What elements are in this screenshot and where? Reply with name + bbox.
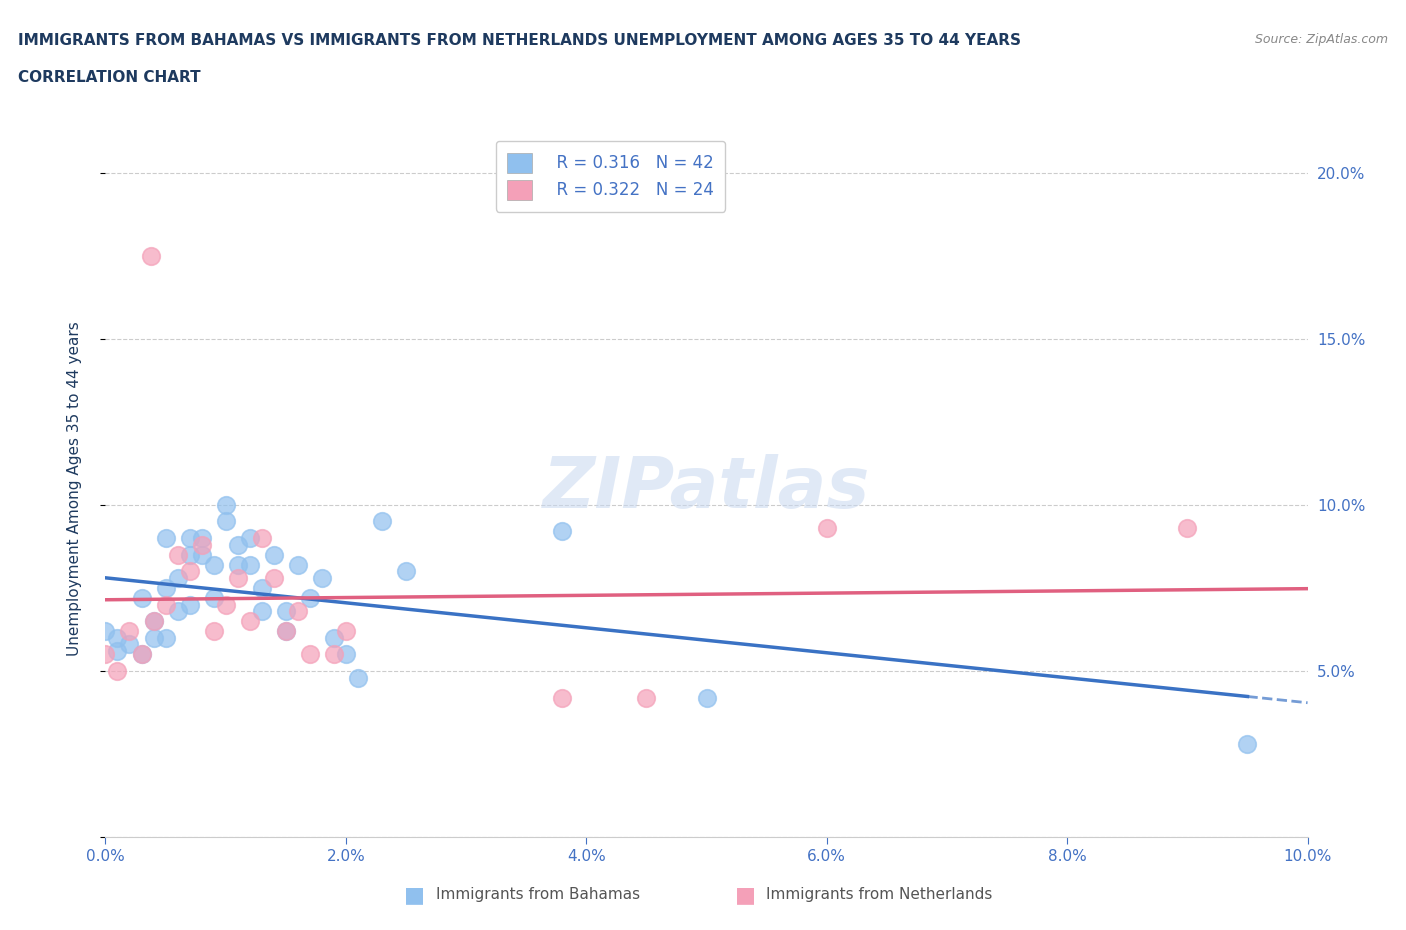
Point bbox=[395, 564, 418, 578]
Point bbox=[118, 624, 141, 639]
Point bbox=[179, 597, 201, 612]
Point bbox=[94, 624, 117, 639]
Point bbox=[107, 631, 129, 645]
Point bbox=[214, 514, 236, 529]
Point bbox=[179, 531, 201, 546]
Point bbox=[371, 514, 394, 529]
Point bbox=[696, 690, 718, 705]
Point bbox=[131, 647, 153, 662]
Point bbox=[226, 538, 249, 552]
Point bbox=[202, 557, 225, 572]
Point bbox=[815, 521, 838, 536]
Point bbox=[263, 570, 285, 585]
Point bbox=[298, 591, 321, 605]
Point bbox=[1236, 737, 1258, 751]
Text: ■: ■ bbox=[405, 884, 425, 905]
Point bbox=[118, 637, 141, 652]
Point bbox=[551, 524, 574, 538]
Point bbox=[298, 647, 321, 662]
Point bbox=[179, 547, 201, 562]
Point bbox=[335, 624, 357, 639]
Point bbox=[139, 248, 162, 263]
Point bbox=[274, 624, 297, 639]
Text: IMMIGRANTS FROM BAHAMAS VS IMMIGRANTS FROM NETHERLANDS UNEMPLOYMENT AMONG AGES 3: IMMIGRANTS FROM BAHAMAS VS IMMIGRANTS FR… bbox=[18, 33, 1021, 47]
Point bbox=[239, 557, 262, 572]
Point bbox=[250, 531, 273, 546]
Point bbox=[166, 604, 188, 618]
Point bbox=[287, 557, 309, 572]
Legend:   R = 0.316   N = 42,   R = 0.322   N = 24: R = 0.316 N = 42, R = 0.322 N = 24 bbox=[495, 140, 725, 211]
Point bbox=[287, 604, 309, 618]
Y-axis label: Unemployment Among Ages 35 to 44 years: Unemployment Among Ages 35 to 44 years bbox=[67, 321, 82, 656]
Point bbox=[214, 498, 236, 512]
Text: Source: ZipAtlas.com: Source: ZipAtlas.com bbox=[1254, 33, 1388, 46]
Point bbox=[179, 564, 201, 578]
Point bbox=[202, 591, 225, 605]
Point bbox=[190, 547, 212, 562]
Point bbox=[226, 570, 249, 585]
Point bbox=[142, 631, 165, 645]
Text: Immigrants from Bahamas: Immigrants from Bahamas bbox=[436, 887, 640, 902]
Point bbox=[322, 631, 344, 645]
Point bbox=[347, 671, 370, 685]
Point bbox=[155, 580, 177, 595]
Point bbox=[274, 624, 297, 639]
Point bbox=[190, 531, 212, 546]
Point bbox=[636, 690, 658, 705]
Point bbox=[214, 597, 236, 612]
Point bbox=[202, 624, 225, 639]
Point bbox=[250, 580, 273, 595]
Point bbox=[335, 647, 357, 662]
Text: Immigrants from Netherlands: Immigrants from Netherlands bbox=[766, 887, 993, 902]
Point bbox=[155, 631, 177, 645]
Point bbox=[551, 690, 574, 705]
Point bbox=[239, 531, 262, 546]
Text: CORRELATION CHART: CORRELATION CHART bbox=[18, 70, 201, 85]
Point bbox=[226, 557, 249, 572]
Text: ■: ■ bbox=[735, 884, 755, 905]
Point bbox=[131, 591, 153, 605]
Point bbox=[166, 570, 188, 585]
Point bbox=[142, 614, 165, 629]
Point bbox=[250, 604, 273, 618]
Point bbox=[263, 547, 285, 562]
Point bbox=[94, 647, 117, 662]
Point bbox=[166, 547, 188, 562]
Point bbox=[131, 647, 153, 662]
Text: ZIPatlas: ZIPatlas bbox=[543, 454, 870, 523]
Point bbox=[322, 647, 344, 662]
Point bbox=[107, 663, 129, 678]
Point bbox=[311, 570, 333, 585]
Point bbox=[107, 644, 129, 658]
Point bbox=[1175, 521, 1198, 536]
Point bbox=[155, 597, 177, 612]
Point bbox=[239, 614, 262, 629]
Point bbox=[142, 614, 165, 629]
Point bbox=[155, 531, 177, 546]
Point bbox=[274, 604, 297, 618]
Point bbox=[190, 538, 212, 552]
